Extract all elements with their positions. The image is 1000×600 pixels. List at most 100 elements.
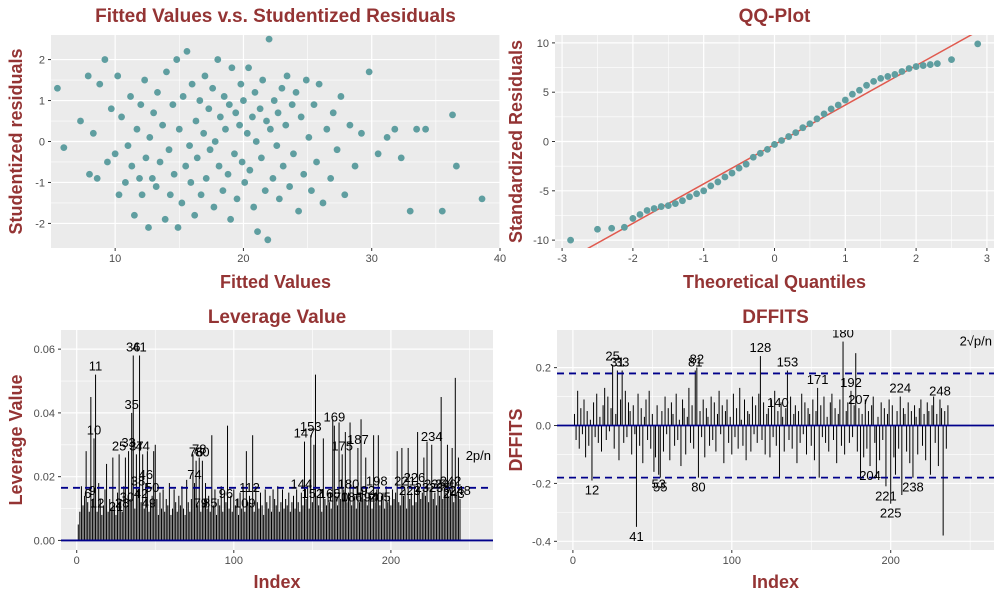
data-point [620, 223, 628, 231]
data-point [358, 129, 365, 137]
data-point [124, 142, 132, 149]
data-point [114, 72, 122, 80]
data-point [834, 101, 842, 109]
y-tick-label: 2 [39, 55, 45, 67]
data-point [700, 187, 708, 195]
x-tick-label: 10 [109, 253, 121, 265]
point-label: 235 [424, 477, 446, 492]
data-point [346, 121, 354, 129]
data-point [686, 193, 693, 201]
point-label: 80 [691, 480, 705, 495]
point-label: 85 [203, 496, 217, 511]
point-label: 140 [767, 395, 789, 410]
data-point [288, 101, 296, 109]
x-tick-label: 30 [366, 253, 378, 265]
data-point [671, 200, 679, 208]
point-label: 207 [848, 392, 870, 407]
y-axis-label: DFFITS [506, 409, 526, 472]
point-label: 36 [126, 340, 140, 355]
data-point [145, 224, 152, 231]
data-point [86, 170, 93, 178]
point-label: 187 [347, 432, 369, 447]
data-point [156, 158, 164, 166]
data-point [608, 224, 616, 232]
data-point [141, 76, 149, 84]
data-layer: 6910111235364150332125283037384244464974… [61, 340, 493, 542]
point-label: 9 [89, 483, 96, 498]
data-point [974, 40, 982, 48]
data-point [269, 174, 277, 182]
data-point [266, 125, 274, 133]
y-tick-label: 0.04 [34, 408, 55, 420]
data-point [283, 72, 291, 80]
data-point [848, 90, 856, 98]
point-label: 147 [294, 426, 316, 441]
data-point [884, 73, 892, 80]
data-point [209, 84, 217, 92]
data-point [365, 68, 373, 76]
data-point [742, 160, 750, 168]
data-point [778, 137, 785, 144]
data-point [243, 129, 251, 137]
data-point [161, 215, 169, 223]
point-label: 11 [89, 359, 103, 374]
point-label: 205 [369, 489, 391, 504]
y-tick-label: 0.00 [34, 535, 55, 547]
point-label: 81 [688, 355, 702, 370]
data-point [693, 190, 701, 198]
y-tick-label: 0.06 [34, 344, 55, 356]
point-label: 192 [353, 483, 375, 498]
x-tick-label: -1 [699, 253, 709, 265]
y-tick-label: 5 [543, 87, 549, 99]
data-point [142, 154, 150, 162]
point-label: 49 [142, 496, 156, 511]
data-point [891, 71, 899, 78]
point-label: 80 [195, 445, 209, 460]
point-label: 144 [290, 477, 312, 492]
data-point [107, 105, 115, 113]
point-label: 221 [394, 473, 416, 488]
data-point [449, 111, 456, 119]
x-tick-label: 20 [237, 253, 249, 265]
point-label: 152 [301, 486, 323, 501]
data-point [948, 56, 955, 64]
data-point [96, 80, 104, 88]
data-point [323, 125, 331, 133]
data-point [650, 205, 658, 212]
data-point [224, 170, 232, 178]
data-point [813, 115, 821, 123]
data-point [785, 133, 793, 140]
chart-title: QQ-Plot [739, 6, 811, 27]
point-label: 25 [605, 349, 619, 364]
data-point [707, 182, 715, 190]
data-point [191, 211, 199, 219]
data-point [721, 173, 729, 181]
data-point [170, 170, 178, 178]
y-tick-label: -2 [35, 218, 45, 230]
data-point [196, 97, 204, 104]
data-point [714, 178, 722, 186]
point-label: 234 [421, 429, 443, 444]
data-point [764, 145, 771, 153]
data-point [137, 101, 145, 109]
data-point [227, 215, 235, 223]
point-label: 240 [435, 477, 457, 492]
point-label: 33 [615, 355, 629, 370]
data-point [214, 56, 222, 63]
data-point [341, 191, 349, 199]
data-point [138, 191, 146, 199]
fitted-vs-residuals-panel: 10 20 30 40 -2 -1 0 1 2 Fitted Values v.s. Studen… [6, 6, 506, 292]
point-label: 243 [443, 486, 465, 501]
y-tick-label: 0 [39, 137, 45, 149]
data-point [264, 236, 272, 244]
point-label: 31 [610, 355, 624, 370]
data-point [211, 138, 219, 145]
data-point [252, 138, 260, 145]
x-tick-label: 200 [382, 555, 400, 567]
data-point [222, 125, 229, 133]
data-point [202, 174, 210, 182]
data-point [383, 134, 391, 141]
point-label: 248 [449, 483, 471, 498]
data-point [261, 187, 269, 195]
data-point [406, 207, 414, 215]
